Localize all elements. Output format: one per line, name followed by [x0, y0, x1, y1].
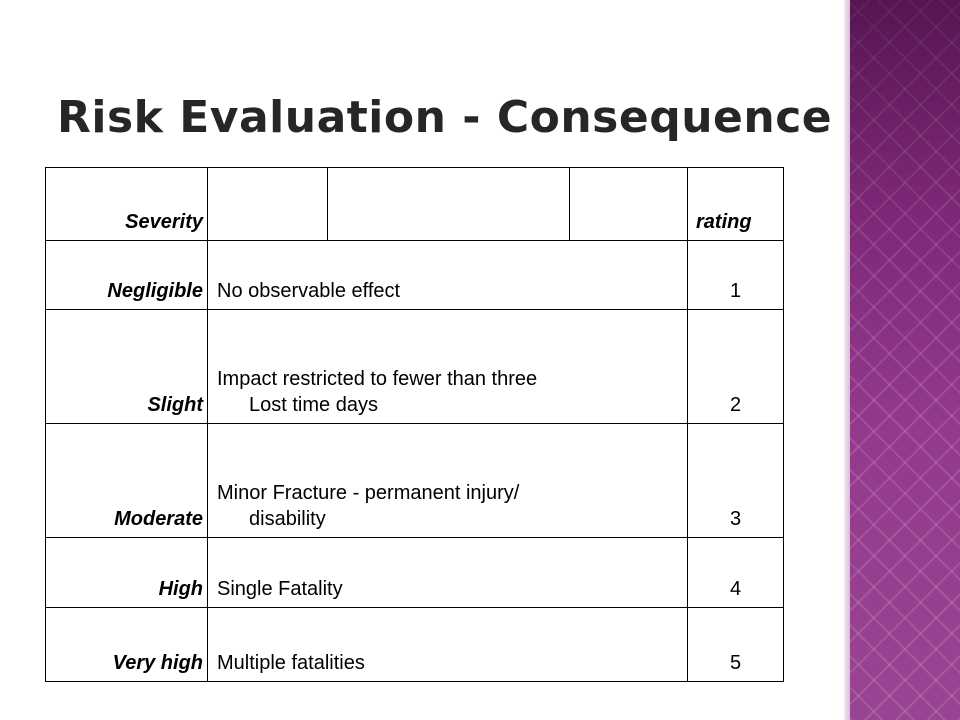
page-title: Risk Evaluation - Consequence [57, 92, 833, 143]
description-line: Impact restricted to fewer than three [217, 368, 538, 390]
severity-cell: High [45, 537, 208, 608]
table-row: Moderate Minor Fracture - permanent inju… [45, 423, 784, 538]
description-cell: Impact restricted to fewer than three Lo… [207, 309, 688, 424]
header-rating: rating [687, 167, 784, 241]
consequence-table: Severity rating Negligible No observable… [45, 167, 784, 682]
header-empty-cell [327, 167, 570, 241]
rating-cell: 3 [687, 423, 784, 538]
description-line: Minor Fracture - permanent injury/ [217, 482, 520, 504]
description-line: Single Fatality [217, 578, 343, 600]
table-header-row: Severity rating [45, 167, 784, 241]
severity-cell: Very high [45, 607, 208, 682]
description-cell: No observable effect [207, 240, 688, 310]
header-severity: Severity [45, 167, 208, 241]
description-line-continued: disability [249, 508, 326, 530]
description-cell: Minor Fracture - permanent injury/ disab… [207, 423, 688, 538]
table-row: Slight Impact restricted to fewer than t… [45, 309, 784, 424]
severity-cell: Moderate [45, 423, 208, 538]
table-row: Very high Multiple fatalities 5 [45, 607, 784, 682]
table-row: Negligible No observable effect 1 [45, 240, 784, 310]
severity-cell: Slight [45, 309, 208, 424]
table-row: High Single Fatality 4 [45, 537, 784, 608]
description-cell: Single Fatality [207, 537, 688, 608]
description-line: Multiple fatalities [217, 652, 365, 674]
severity-cell: Negligible [45, 240, 208, 310]
description-line-continued: Lost time days [249, 394, 378, 416]
description-line: No observable effect [217, 280, 401, 302]
rating-cell: 5 [687, 607, 784, 682]
description-cell: Multiple fatalities [207, 607, 688, 682]
side-band-edge [844, 0, 850, 720]
header-empty-cell [569, 167, 688, 241]
header-empty-cell [207, 167, 328, 241]
decorative-side-band [850, 0, 960, 720]
rating-cell: 2 [687, 309, 784, 424]
rating-cell: 1 [687, 240, 784, 310]
rating-cell: 4 [687, 537, 784, 608]
